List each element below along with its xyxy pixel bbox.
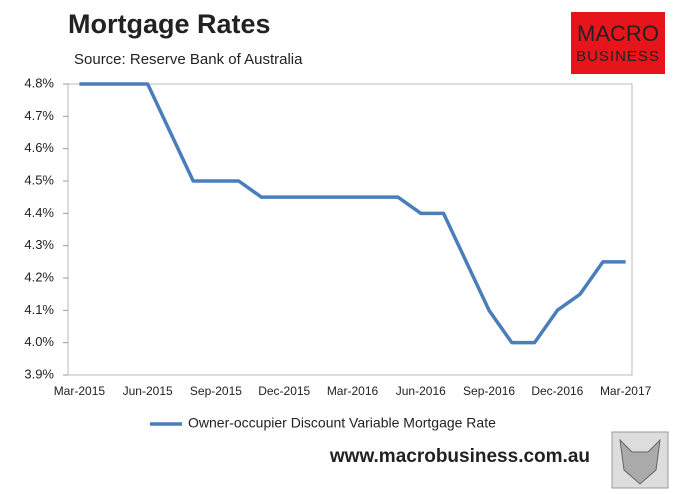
- logo-text: BUSINESS: [576, 48, 660, 65]
- x-tick-label: Dec-2015: [258, 384, 310, 398]
- logo-box: [571, 12, 665, 74]
- y-tick-label: 3.9%: [24, 366, 54, 381]
- y-tick-label: 4.8%: [24, 75, 54, 90]
- y-tick-label: 4.4%: [24, 205, 54, 220]
- x-tick-label: Sep-2015: [190, 384, 242, 398]
- y-tick-label: 4.7%: [24, 108, 54, 123]
- y-tick-label: 4.0%: [24, 334, 54, 349]
- website: www.macrobusiness.com.au: [329, 446, 590, 467]
- logo-text: MACRO: [577, 21, 659, 46]
- legend-label: Owner-occupier Discount Variable Mortgag…: [188, 415, 496, 431]
- fox-icon: [619, 438, 661, 485]
- x-tick-label: Mar-2015: [54, 384, 106, 398]
- chart-title: Mortgage Rates: [68, 9, 271, 39]
- y-tick-label: 4.1%: [24, 302, 54, 317]
- y-tick-label: 4.6%: [24, 140, 54, 155]
- x-tick-label: Mar-2017: [600, 384, 652, 398]
- x-tick-label: Jun-2016: [396, 384, 446, 398]
- chart-subtitle: Source: Reserve Bank of Australia: [74, 51, 303, 68]
- x-tick-label: Mar-2016: [327, 384, 379, 398]
- y-tick-label: 4.3%: [24, 237, 54, 252]
- x-tick-label: Jun-2015: [123, 384, 173, 398]
- y-tick-label: 4.2%: [24, 269, 54, 284]
- plot-area: [67, 83, 633, 376]
- x-tick-label: Sep-2016: [463, 384, 515, 398]
- line: [79, 82, 626, 345]
- y-tick-label: 4.5%: [24, 172, 54, 187]
- x-tick-label: Dec-2016: [531, 384, 583, 398]
